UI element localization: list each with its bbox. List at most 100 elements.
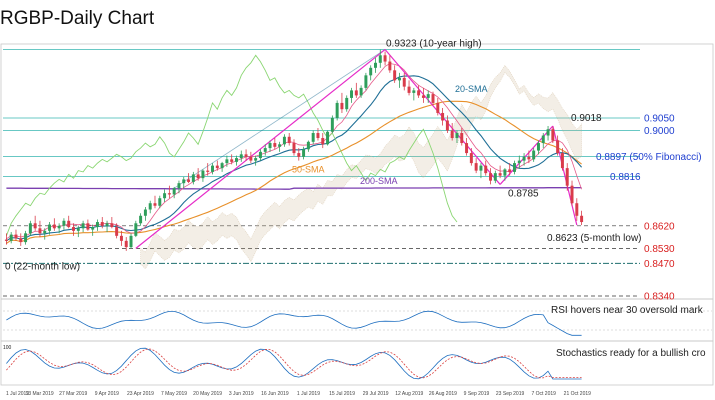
candle-body (383, 55, 387, 62)
candle-body (556, 140, 560, 154)
stochastics-label: Stochastics ready for a bullish cro (556, 348, 706, 359)
candle-body (445, 120, 449, 131)
candle-body (48, 224, 52, 231)
candle-body (282, 136, 286, 145)
candle-body (119, 235, 123, 241)
annotation-0.9018: 0.9018 (571, 113, 602, 124)
annotation-0.8785: 0.8785 (508, 188, 539, 199)
candle-body (28, 223, 32, 234)
candle-body (139, 215, 143, 224)
candle-body (143, 209, 147, 216)
candle-body (536, 143, 540, 151)
candle-body (234, 158, 238, 162)
candle-body (287, 136, 291, 144)
x-tick-label: 15 Jul 2019 (329, 391, 355, 397)
candle-body (345, 97, 349, 110)
candle-body (191, 174, 195, 182)
x-tick-label: 7 Oct 2019 (531, 391, 556, 397)
candle-body (431, 94, 435, 103)
candle-body (426, 94, 430, 98)
candle-body (402, 77, 406, 87)
candle-body (129, 235, 133, 248)
candle-body (436, 102, 440, 113)
candle-body (67, 220, 71, 228)
candle-body (359, 87, 363, 96)
candle-body (412, 90, 416, 93)
candle-body (134, 223, 138, 236)
candle-body (354, 90, 358, 96)
candle-body (95, 222, 99, 228)
x-tick-label: 1 Jul 2019 (297, 391, 320, 397)
x-tick-label: 1 Jul 2019 (6, 391, 29, 397)
candle-body (532, 150, 536, 160)
annotation-5-month-low: 0.8623 (5-month low) (547, 233, 642, 244)
stoch-scale-label: 100 (3, 345, 12, 351)
candle-body (407, 86, 411, 93)
rsi-line (6, 310, 582, 336)
candle-body (273, 143, 277, 147)
candle-body (522, 156, 526, 161)
x-tick-label: 27 Mar 2019 (59, 391, 87, 397)
candle-body (52, 224, 56, 229)
candle-body (460, 133, 464, 144)
candle-body (498, 173, 502, 176)
candle-body (378, 55, 382, 63)
candle-body (153, 203, 157, 206)
candle-body (335, 102, 339, 118)
level-label: 0.8530 (644, 244, 675, 255)
candle-body (110, 223, 114, 228)
candle-body (489, 173, 493, 181)
level-label: 0.8816 (610, 172, 641, 183)
label-sma20: 20-SMA (455, 84, 488, 94)
level-label: 0.8897 (50% Fibonacci) (596, 152, 702, 163)
candle-body (484, 165, 488, 174)
candle-body (244, 154, 248, 157)
candle-body (62, 220, 66, 226)
candle-body (100, 222, 104, 226)
x-tick-label: 20 May 2019 (193, 391, 222, 397)
level-label: 0.8620 (644, 221, 675, 232)
candle-body (393, 70, 397, 81)
candle-body (24, 233, 28, 243)
candle-body (513, 163, 516, 172)
level-label: 0.9000 (644, 126, 675, 137)
level-label: 0.8470 (644, 259, 675, 270)
candle-body (503, 169, 507, 176)
stoch-d-line (6, 348, 582, 379)
x-tick-label: 7 May 2019 (161, 391, 187, 397)
candle-body (43, 230, 47, 234)
candle-body (455, 133, 459, 139)
candle-body (321, 138, 325, 145)
candle-body (182, 179, 186, 184)
candle-body (474, 163, 478, 171)
candle-body (417, 90, 421, 96)
candle-body (517, 160, 521, 164)
annotation-22-month-low: 0 (22-month low) (5, 261, 80, 272)
candle-body (9, 234, 13, 241)
stoch-k-line (6, 347, 582, 380)
candle-body (81, 223, 85, 229)
candle-body (158, 198, 162, 206)
sma50-line (6, 100, 582, 244)
candle-body (527, 156, 531, 160)
candle-body (450, 130, 454, 139)
candle-body (508, 169, 512, 172)
candle-body (196, 174, 200, 179)
candle-body (541, 135, 545, 144)
x-tick-label: 12 Aug 2019 (395, 391, 423, 397)
candle-body (215, 165, 219, 169)
candle-body (239, 154, 243, 159)
candle-body (397, 77, 401, 81)
candle-body (187, 179, 191, 182)
x-tick-label: 3 Jun 2019 (229, 391, 254, 397)
candle-body (148, 203, 152, 210)
candle-body (19, 238, 23, 243)
x-tick-label: 29 Jul 2019 (363, 391, 389, 397)
candle-body (177, 183, 181, 189)
candle-body (163, 193, 167, 199)
candle-body (565, 168, 569, 186)
x-tick-label: 23 Apr 2019 (127, 391, 154, 397)
candle-body (388, 61, 392, 71)
x-tick-label: 26 Aug 2019 (429, 391, 457, 397)
candle-body (72, 227, 75, 231)
